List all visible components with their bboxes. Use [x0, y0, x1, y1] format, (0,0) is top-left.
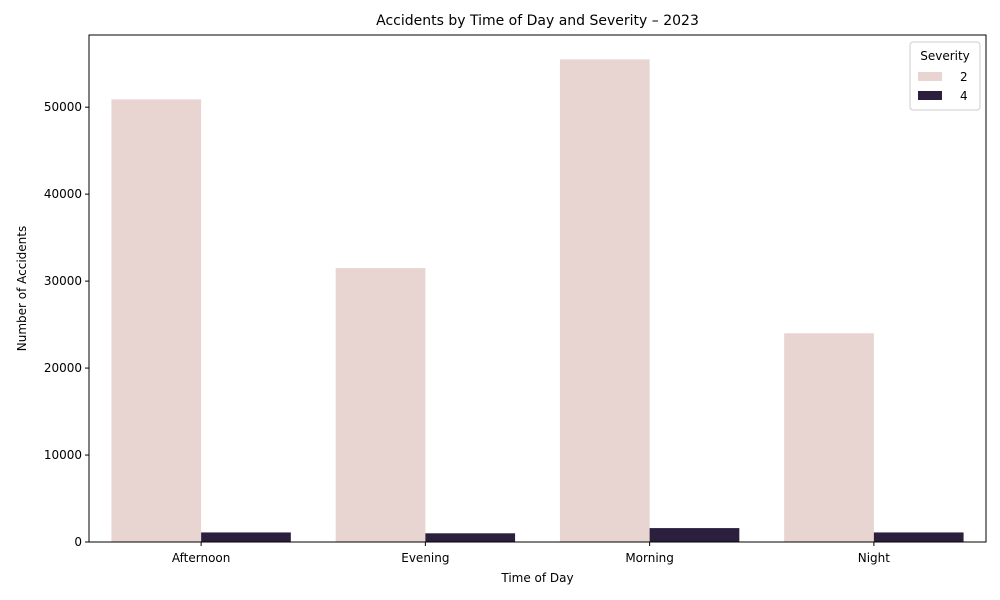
legend-label: 4	[960, 89, 968, 103]
y-tick-label: 0	[74, 535, 82, 549]
x-tick-label: Afternoon	[172, 551, 231, 565]
y-tick-label: 50000	[44, 100, 82, 114]
legend-label: 2	[960, 70, 968, 84]
y-tick-label: 40000	[44, 187, 82, 201]
bar-evening-severity-2	[335, 268, 426, 542]
chart-title: Accidents by Time of Day and Severity – …	[376, 13, 699, 29]
legend-swatch	[918, 72, 942, 81]
x-tick-label: Morning	[625, 551, 674, 565]
bar-evening-severity-4	[425, 533, 516, 542]
bar-night-severity-2	[784, 333, 874, 542]
y-tick-label: 20000	[44, 361, 82, 375]
y-tick-label: 10000	[44, 448, 82, 462]
bar-afternoon-severity-4	[201, 532, 291, 542]
legend-title: Severity	[920, 49, 970, 63]
legend-swatch	[918, 91, 942, 100]
bar-morning-severity-4	[649, 528, 740, 542]
legend: Severity 2 4	[909, 41, 981, 111]
x-axis-label: Time of Day	[500, 571, 573, 585]
bars-group	[111, 59, 964, 543]
x-tick-label: Evening	[401, 551, 449, 565]
bar-afternoon-severity-2	[111, 99, 202, 543]
x-tick-label: Night	[858, 551, 891, 565]
bar-morning-severity-2	[559, 59, 650, 542]
y-axis: 0 10000 20000 30000 40000 50000	[44, 100, 89, 549]
x-axis: Afternoon Evening Morning Night	[172, 542, 890, 565]
y-tick-label: 30000	[44, 274, 82, 288]
plot-frame	[88, 34, 987, 543]
y-axis-label: Number of Accidents	[15, 226, 29, 352]
bar-night-severity-4	[873, 532, 964, 542]
